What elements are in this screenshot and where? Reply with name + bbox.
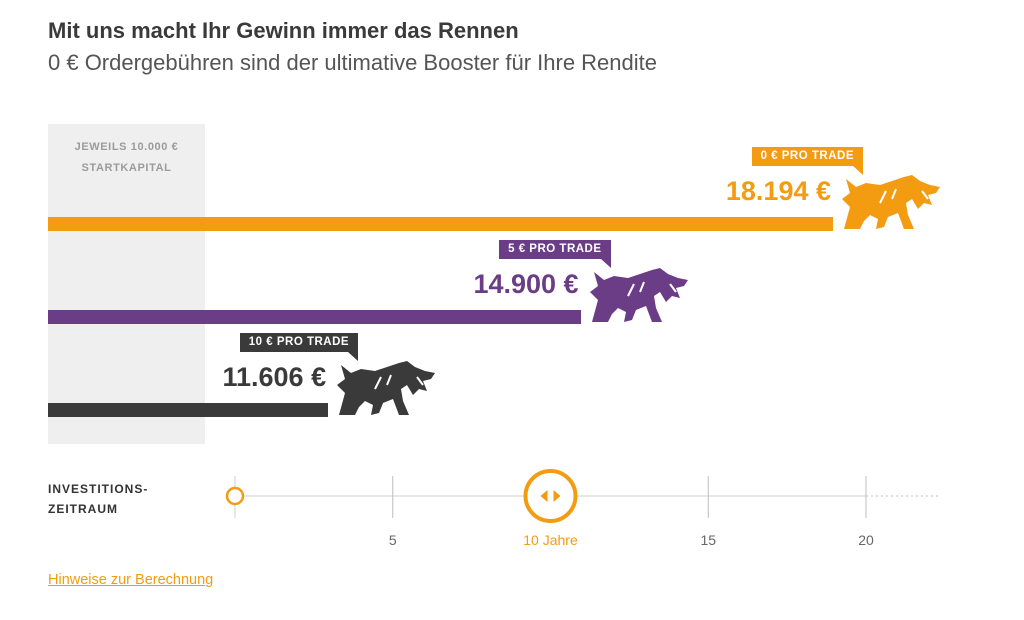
bull-icon bbox=[337, 361, 436, 415]
tag-tail-10-eur bbox=[348, 352, 359, 361]
bull-shape bbox=[842, 175, 940, 229]
page-subtitle: 0 € Ordergebühren sind der ultimative Bo… bbox=[48, 50, 657, 75]
value-label-0-eur: 18.194 € bbox=[725, 176, 831, 206]
bull-detail-line bbox=[626, 283, 635, 297]
slider-tick-label[interactable]: 15 bbox=[700, 532, 717, 548]
bull-detail-line bbox=[879, 190, 887, 204]
bull-detail-line bbox=[374, 376, 382, 390]
bull-detail-line bbox=[921, 190, 929, 200]
tag-tail-5-eur bbox=[600, 259, 611, 268]
chevron-left-icon bbox=[540, 490, 548, 502]
bull-icon bbox=[589, 268, 688, 322]
bull-detail-line bbox=[386, 374, 393, 386]
start-capital-line2: STARTKAPITAL bbox=[81, 162, 172, 174]
bull-detail-line bbox=[638, 281, 645, 293]
bull-shape bbox=[589, 268, 688, 322]
tag-10-eur: 10 € PRO TRADE bbox=[239, 333, 359, 352]
start-capital-band bbox=[48, 124, 205, 444]
value-label-5-eur: 14.900 € bbox=[473, 269, 579, 299]
investment-period-line2: ZEITRAUM bbox=[48, 502, 118, 516]
bull-shape bbox=[337, 361, 436, 415]
chevron-right-icon bbox=[553, 490, 561, 502]
investment-period-line1: INVESTITIONS- bbox=[48, 482, 149, 496]
bar-10-eur bbox=[48, 403, 329, 417]
bull-icon bbox=[842, 175, 940, 229]
page-title: Mit uns macht Ihr Gewinn immer das Renne… bbox=[48, 18, 519, 43]
investment-period-label: INVESTITIONS- ZEITRAUM bbox=[48, 479, 148, 519]
bull-detail-line bbox=[416, 376, 424, 386]
slider-tick-label[interactable]: 5 bbox=[388, 532, 397, 548]
slider-start-marker bbox=[225, 486, 245, 506]
tag-0-eur: 0 € PRO TRADE bbox=[751, 147, 863, 166]
bull-detail-line bbox=[668, 283, 677, 293]
start-capital-line1: JEWEILS 10.000 € bbox=[74, 141, 179, 153]
slider-tick-label[interactable]: 20 bbox=[858, 532, 874, 548]
start-capital-label: JEWEILS 10.000 € STARTKAPITAL bbox=[48, 137, 205, 179]
bar-5-eur bbox=[48, 310, 581, 324]
bar-0-eur bbox=[48, 217, 833, 231]
bull-detail-line bbox=[891, 188, 897, 200]
tag-tail-0-eur bbox=[853, 166, 863, 175]
slider-handle bbox=[523, 469, 578, 523]
slider-tick-label[interactable]: 10 Jahre bbox=[523, 532, 578, 548]
calculation-notes-link[interactable]: Hinweise zur Berechnung bbox=[48, 572, 214, 588]
tag-5-eur: 5 € PRO TRADE bbox=[499, 240, 611, 259]
period-slider[interactable] bbox=[0, 455, 1024, 530]
value-label-10-eur: 11.606 € bbox=[222, 362, 327, 392]
